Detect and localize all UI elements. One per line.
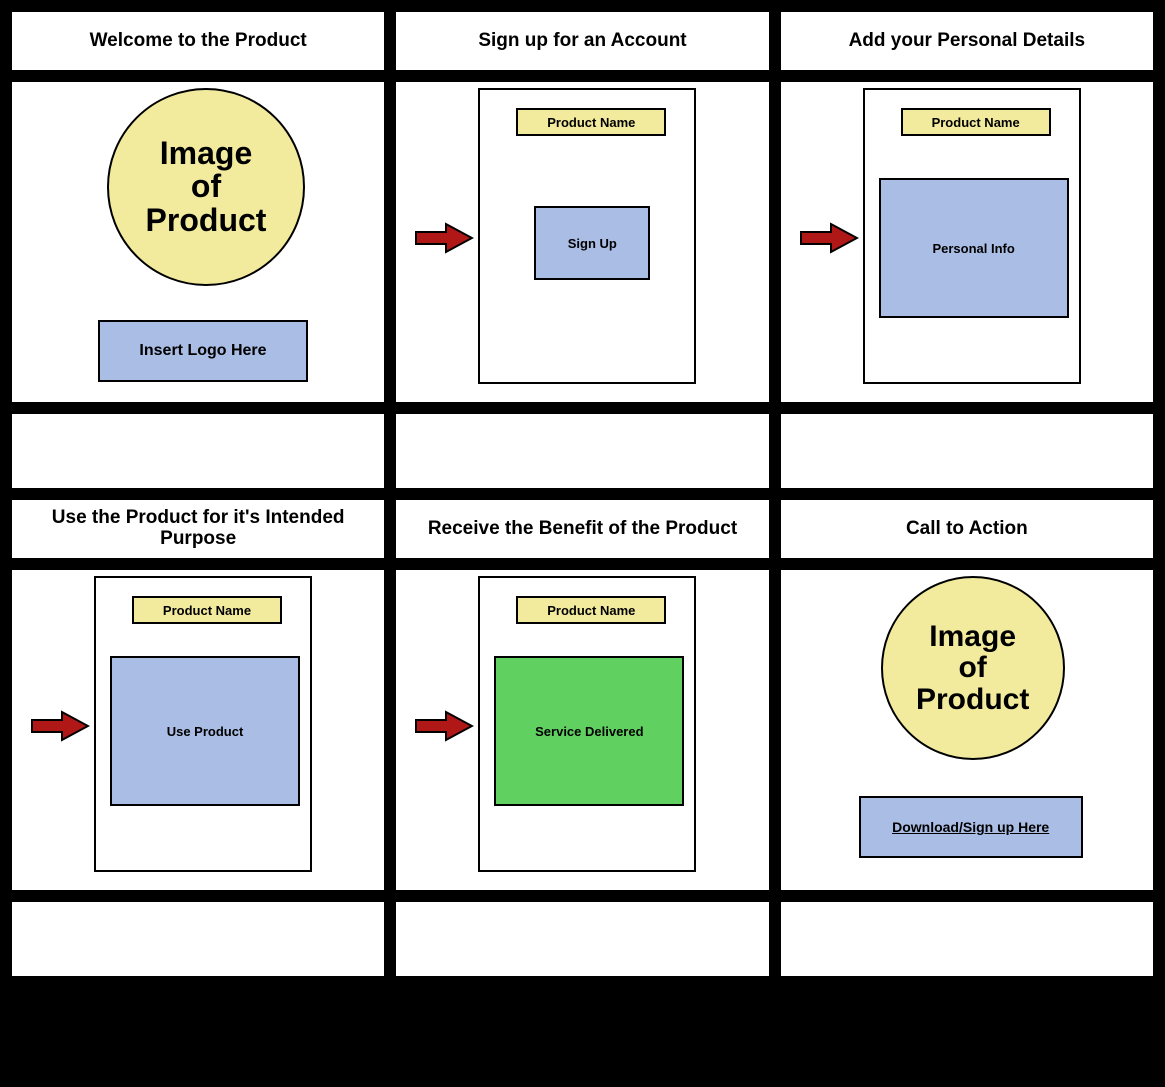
action-box-label: Service Delivered	[535, 724, 643, 739]
panel-footer	[781, 902, 1153, 976]
panel-content: Product Name Service Delivered	[396, 570, 768, 890]
panel-title: Sign up for an Account	[396, 12, 768, 70]
panel-title: Receive the Benefit of the Product	[396, 500, 768, 558]
product-name-bar: Product Name	[901, 108, 1051, 136]
arrow-icon	[30, 710, 90, 742]
product-image-text: Image of Product	[146, 137, 267, 238]
panel-title: Call to Action	[781, 500, 1153, 558]
storyboard-panel: Call to Action Image of Product Download/S…	[781, 500, 1153, 976]
action-box: Use Product	[110, 656, 300, 806]
product-name-text: Product Name	[547, 115, 635, 130]
panel-content: Image of Product Download/Sign up Here	[781, 570, 1153, 890]
mock-screen: Product Name Service Delivered	[478, 576, 696, 872]
product-name-text: Product Name	[163, 603, 251, 618]
arrow-icon	[799, 222, 859, 254]
product-name-text: Product Name	[547, 603, 635, 618]
cta-box-label: Download/Sign up Here	[892, 819, 1049, 835]
action-box: Service Delivered	[494, 656, 684, 806]
product-name-bar: Product Name	[516, 596, 666, 624]
panel-footer	[12, 902, 384, 976]
panel-content: Image of Product Insert Logo Here	[12, 82, 384, 402]
mock-screen: Product Name Personal Info	[863, 88, 1081, 384]
panel-title: Welcome to the Product	[12, 12, 384, 70]
storyboard-panel: Sign up for an Account Product Name Sign U…	[396, 12, 768, 488]
mock-screen: Product Name Use Product	[94, 576, 312, 872]
product-image-text: Image of Product	[916, 621, 1029, 716]
mock-screen: Product Name Sign Up	[478, 88, 696, 384]
panel-footer	[396, 414, 768, 488]
cta-box-label: Insert Logo Here	[139, 342, 266, 360]
storyboard-panel: Add your Personal Details Product Name Per…	[781, 12, 1153, 488]
product-name-text: Product Name	[932, 115, 1020, 130]
cta-box: Insert Logo Here	[98, 320, 308, 382]
arrow-icon	[414, 222, 474, 254]
product-image-circle: Image of Product	[881, 576, 1065, 760]
panel-content: Product Name Personal Info	[781, 82, 1153, 402]
panel-footer	[12, 414, 384, 488]
panel-content: Product Name Use Product	[12, 570, 384, 890]
panel-title: Add your Personal Details	[781, 12, 1153, 70]
action-box-label: Sign Up	[568, 236, 617, 251]
panel-content: Product Name Sign Up	[396, 82, 768, 402]
action-box: Personal Info	[879, 178, 1069, 318]
storyboard-panel: Use the Product for it's Intended Purpos…	[12, 500, 384, 976]
panel-footer	[781, 414, 1153, 488]
storyboard-panel: Welcome to the Product Image of Product In…	[12, 12, 384, 488]
action-box: Sign Up	[534, 206, 650, 280]
storyboard-panel: Receive the Benefit of the Product Produc…	[396, 500, 768, 976]
panel-title: Use the Product for it's Intended Purpos…	[12, 500, 384, 558]
product-image-circle: Image of Product	[107, 88, 305, 286]
cta-box: Download/Sign up Here	[859, 796, 1083, 858]
product-name-bar: Product Name	[516, 108, 666, 136]
panel-footer	[396, 902, 768, 976]
product-name-bar: Product Name	[132, 596, 282, 624]
action-box-label: Personal Info	[932, 241, 1014, 256]
action-box-label: Use Product	[167, 724, 244, 739]
arrow-icon	[414, 710, 474, 742]
